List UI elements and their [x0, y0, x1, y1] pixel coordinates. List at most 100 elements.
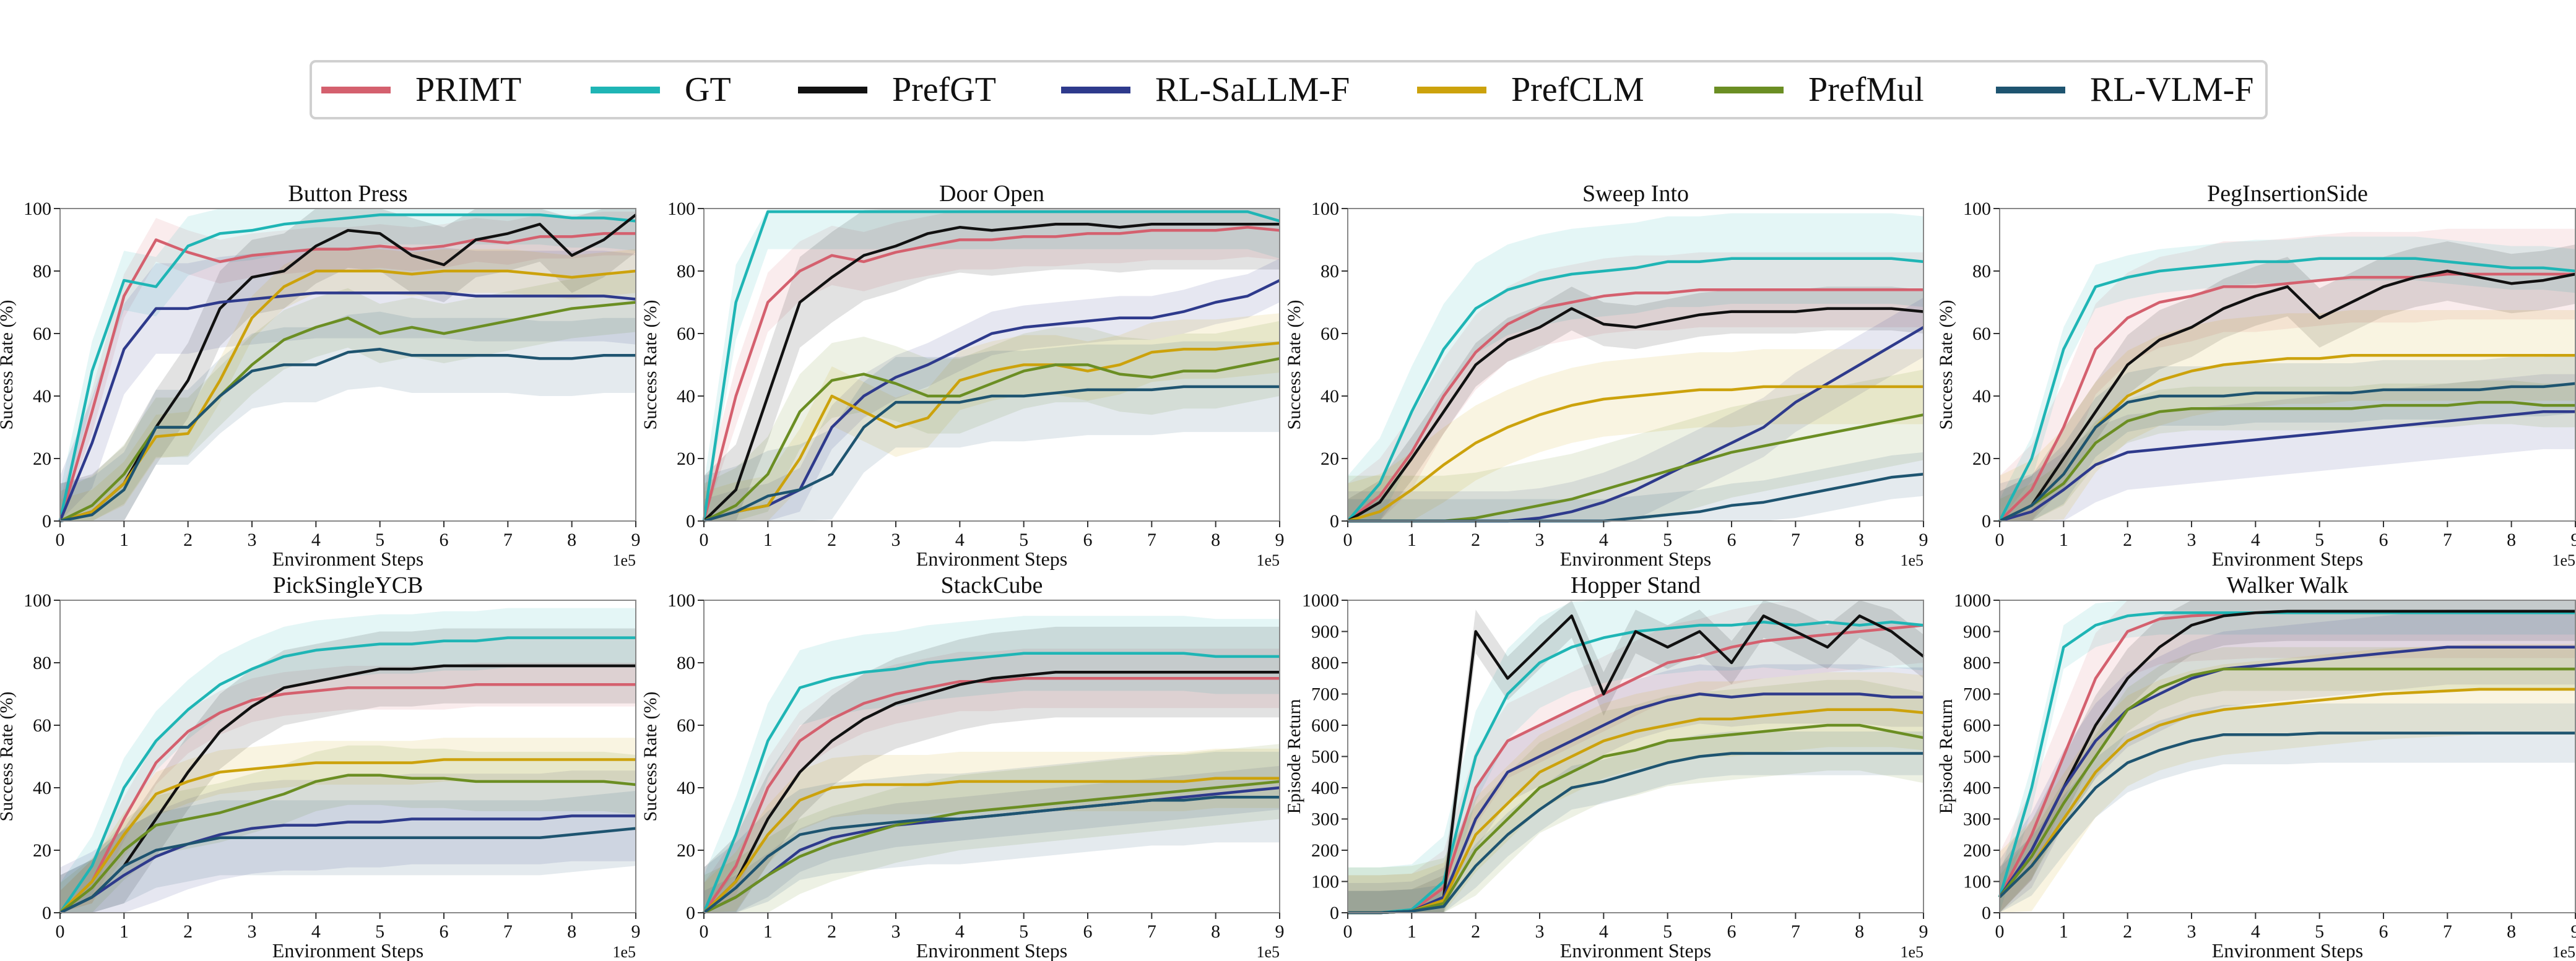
y-tick-label: 40 — [677, 778, 695, 798]
series-line — [1999, 382, 2576, 523]
confidence-band — [704, 649, 1280, 913]
x-tick-label: 4 — [1599, 921, 1608, 942]
x-tick-label: 9 — [2571, 530, 2576, 550]
x-tick-label: 5 — [1663, 921, 1672, 942]
x-tick-label: 2 — [183, 921, 193, 942]
x-tick-label: 3 — [1535, 530, 1545, 550]
confidence-band — [2000, 647, 2575, 913]
y-axis-label: Success Rate (%) — [0, 692, 17, 822]
x-tick-label: 3 — [2187, 921, 2197, 942]
x-tick-label: 3 — [891, 921, 901, 942]
confidence-band — [1348, 452, 1923, 521]
x-tick-label: 6 — [440, 921, 449, 942]
x-tick-label: 7 — [2443, 530, 2452, 550]
x-tick-label: 1 — [119, 530, 129, 550]
y-tick-label: 500 — [1311, 747, 1339, 767]
y-tick-label: 100 — [24, 590, 51, 611]
series-line — [59, 814, 636, 915]
y-tick-label: 400 — [1963, 778, 1991, 798]
legend: PRIMT GT PrefGT RL-SaLLM-F PrefCLM PrefMul RL-… — [310, 60, 2268, 119]
series-line — [703, 223, 1280, 522]
x-tick-label: 3 — [2187, 530, 2197, 550]
y-tick-label: 80 — [677, 261, 695, 282]
x-scale-label: 1e5 — [1256, 551, 1280, 569]
confidence-band — [60, 663, 636, 913]
y-tick-label: 600 — [1963, 715, 1991, 736]
series-line — [1998, 645, 2575, 899]
confidence-band — [704, 313, 1280, 521]
y-tick-label: 40 — [33, 386, 51, 407]
chart-title: PegInsertionSide — [2207, 181, 2368, 207]
plot-frame — [1999, 208, 2576, 522]
x-tick-label: 8 — [567, 530, 576, 550]
y-tick-label: 300 — [1963, 809, 1991, 830]
x-tick-label: 7 — [1147, 530, 1156, 550]
x-tick-label: 6 — [2379, 530, 2388, 550]
x-tick-label: 0 — [1995, 921, 2005, 942]
legend-item: PRIMT — [321, 62, 521, 117]
x-axis-label: Environment Steps — [916, 548, 1067, 570]
x-axis-label: Environment Steps — [2212, 939, 2363, 961]
x-tick-label: 2 — [2123, 921, 2132, 942]
x-tick-label: 0 — [1995, 530, 2005, 550]
y-tick-label: 200 — [1963, 840, 1991, 861]
confidence-band — [2000, 600, 2575, 913]
x-tick-label: 5 — [375, 921, 384, 942]
series-line — [1999, 410, 2575, 523]
series-line — [703, 341, 1280, 523]
y-tick-label: 0 — [686, 903, 695, 923]
x-tick-label: 3 — [248, 921, 257, 942]
subplot: 0 1 2 3 4 5 6 7 8 9 0 100 200 300 400 500 600 700 800 900 10… — [1936, 572, 2576, 961]
legend-item: PrefGT — [798, 62, 996, 117]
confidence-band — [2000, 600, 2575, 913]
y-tick-label: 800 — [1963, 653, 1991, 673]
series-line — [702, 210, 1280, 522]
x-tick-label: 2 — [2123, 530, 2132, 550]
series-line — [58, 213, 636, 522]
x-tick-label: 7 — [1791, 530, 1800, 550]
y-tick-label: 80 — [1972, 261, 1991, 282]
x-axis-label: Environment Steps — [272, 939, 423, 961]
confidence-band — [60, 209, 636, 521]
confidence-band — [704, 341, 1280, 521]
x-scale-label: 1e5 — [1900, 943, 1923, 961]
plot-frame — [59, 600, 636, 913]
y-tick-label: 100 — [1311, 199, 1339, 219]
chart-title: StackCube — [941, 572, 1043, 598]
series-line — [703, 357, 1280, 523]
x-tick-label: 7 — [503, 530, 513, 550]
y-tick-label: 100 — [1311, 872, 1339, 892]
subplot: 0 1 2 3 4 5 6 7 8 9 0 20 40 60 80 100 Button Press Enviro… — [0, 181, 641, 570]
x-tick-label: 8 — [1211, 921, 1220, 942]
x-tick-label: 2 — [827, 921, 836, 942]
confidence-band — [704, 258, 1280, 521]
y-tick-label: 40 — [33, 778, 51, 798]
y-tick-label: 700 — [1311, 684, 1339, 705]
x-tick-label: 9 — [1275, 530, 1285, 550]
x-tick-label: 8 — [1211, 530, 1220, 550]
y-axis-label: Episode Return — [1284, 699, 1304, 814]
x-tick-label: 3 — [1535, 921, 1545, 942]
confidence-band — [2000, 600, 2575, 913]
plot-frame — [59, 208, 636, 522]
series-line — [59, 774, 636, 914]
y-tick-label: 900 — [1311, 622, 1339, 642]
x-tick-label: 6 — [1083, 530, 1093, 550]
x-tick-label: 2 — [1471, 530, 1480, 550]
x-tick-label: 0 — [1343, 921, 1353, 942]
x-tick-label: 8 — [2507, 530, 2516, 550]
chart-title: PickSingleYCB — [273, 572, 423, 598]
confidence-band — [1348, 252, 1923, 521]
y-tick-label: 100 — [667, 590, 695, 611]
confidence-band — [2000, 353, 2575, 521]
y-tick-label: 80 — [33, 653, 51, 673]
confidence-band — [60, 248, 636, 521]
y-axis-label: Success Rate (%) — [1284, 300, 1304, 430]
x-axis-label: Environment Steps — [2212, 548, 2363, 570]
confidence-band — [2000, 228, 2575, 521]
y-tick-label: 80 — [33, 261, 51, 282]
x-tick-label: 2 — [827, 530, 836, 550]
series-line — [59, 269, 636, 523]
y-tick-label: 800 — [1311, 653, 1339, 673]
x-tick-label: 5 — [375, 530, 384, 550]
